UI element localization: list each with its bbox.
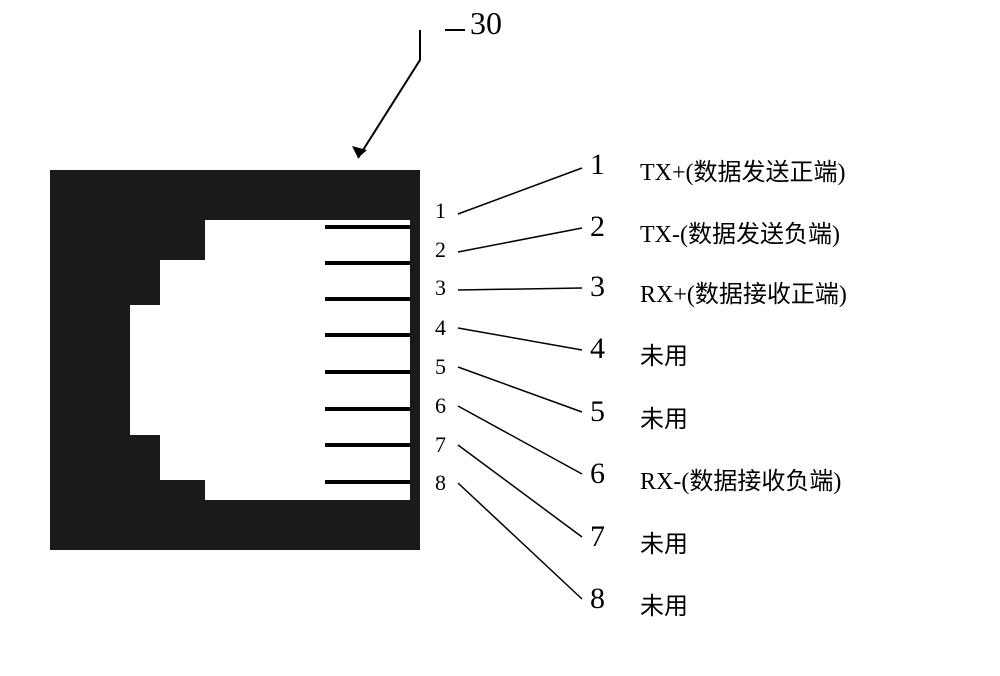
pin-desc-4: 未用 [640, 336, 688, 371]
pin-label-big-4: 4 [590, 332, 605, 366]
pin-1 [325, 225, 410, 229]
pin-4 [325, 333, 410, 337]
pin-label-small-1: 1 [435, 198, 446, 224]
pin-3 [325, 297, 410, 301]
pin-6 [325, 407, 410, 411]
pin-label-small-8: 8 [435, 470, 446, 496]
pin-desc-5: 未用 [640, 399, 688, 434]
pin-8 [325, 480, 410, 484]
pin-2 [325, 261, 410, 265]
pin-label-big-8: 8 [590, 582, 605, 616]
pin-label-small-4: 4 [435, 315, 446, 341]
pin-label-small-5: 5 [435, 354, 446, 380]
rj45-connector [50, 170, 420, 550]
pin-desc-2: TX-(数据发送负端) [640, 214, 840, 249]
pin-desc-8: 未用 [640, 586, 688, 621]
pin-label-small-7: 7 [435, 432, 446, 458]
reference-number: 30 [470, 5, 502, 42]
pin-desc-1: TX+(数据发送正端) [640, 152, 846, 187]
pin-desc-6: RX-(数据接收负端) [640, 461, 841, 496]
pin-7 [325, 443, 410, 447]
connector-cavity-3 [130, 305, 190, 435]
pin-label-big-3: 3 [590, 270, 605, 304]
pin-desc-3: RX+(数据接收正端) [640, 274, 847, 309]
pin-label-small-2: 2 [435, 237, 446, 263]
pin-label-big-6: 6 [590, 457, 605, 491]
pin-label-big-5: 5 [590, 395, 605, 429]
pin-label-big-7: 7 [590, 520, 605, 554]
pin-5 [325, 370, 410, 374]
pin-label-small-3: 3 [435, 275, 446, 301]
pin-label-big-2: 2 [590, 210, 605, 244]
pin-label-small-6: 6 [435, 393, 446, 419]
pin-label-big-1: 1 [590, 148, 605, 182]
pin-desc-7: 未用 [640, 524, 688, 559]
